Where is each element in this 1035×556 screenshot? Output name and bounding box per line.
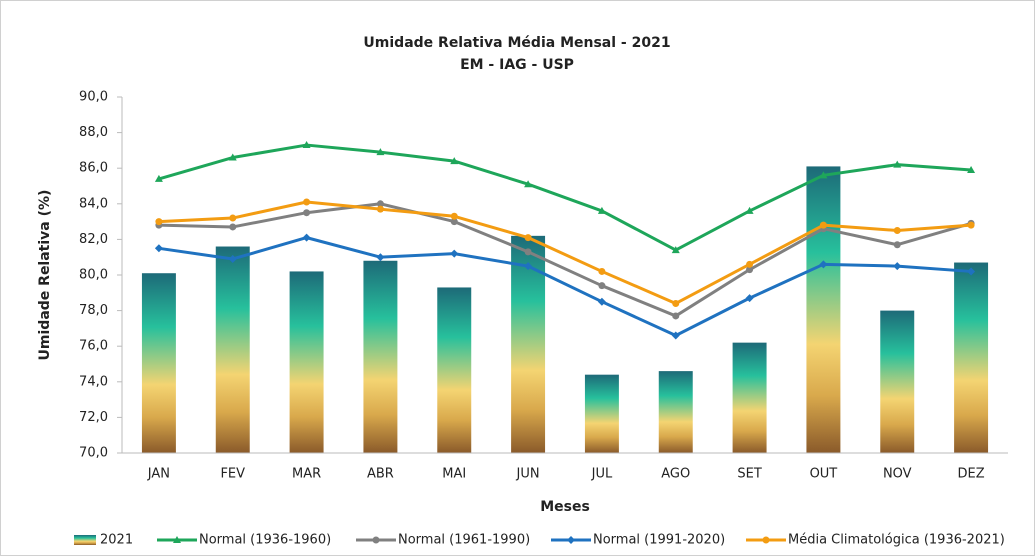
x-tick-label: JUL — [591, 467, 613, 482]
bar — [806, 166, 841, 454]
y-axis-title: Umidade Relativa (%) — [37, 190, 53, 361]
marker — [303, 198, 311, 206]
marker — [746, 260, 754, 268]
marker — [524, 234, 532, 242]
marker — [746, 266, 754, 274]
bar — [289, 271, 324, 453]
line — [158, 200, 972, 305]
marker — [376, 205, 384, 213]
marker — [893, 262, 902, 271]
x-tick-label: MAR — [292, 467, 321, 482]
marker — [376, 200, 384, 208]
legend-swatch — [74, 535, 96, 545]
y-tick-label: 82,0 — [79, 232, 108, 247]
y-tick-label: 90,0 — [79, 90, 108, 105]
legend-marker — [372, 536, 380, 544]
legend-marker — [762, 536, 770, 544]
bar — [954, 262, 989, 453]
marker — [819, 260, 828, 269]
marker — [229, 214, 237, 222]
marker — [376, 253, 385, 262]
marker — [450, 157, 459, 165]
marker — [893, 160, 902, 168]
y-tick-label: 88,0 — [79, 125, 108, 140]
marker — [598, 282, 606, 290]
x-tick-label: JAN — [147, 467, 170, 482]
x-tick-label: JUN — [516, 467, 540, 482]
y-tick-label: 74,0 — [79, 374, 108, 389]
marker — [302, 233, 311, 242]
marker — [819, 221, 827, 229]
legend-label: 2021 — [100, 533, 133, 548]
y-tick-label: 70,0 — [79, 446, 108, 461]
x-tick-label: DEZ — [958, 467, 985, 482]
marker — [598, 267, 606, 275]
x-tick-label: NOV — [883, 467, 912, 482]
bar — [584, 374, 619, 453]
marker — [597, 206, 606, 214]
bar — [732, 342, 767, 453]
x-tick-label: OUT — [810, 467, 838, 482]
bar — [658, 371, 693, 453]
marker — [524, 180, 533, 188]
x-tick-label: ABR — [367, 467, 394, 482]
marker — [303, 209, 311, 217]
x-tick-label: FEV — [220, 467, 245, 482]
y-tick-label: 72,0 — [79, 410, 108, 425]
marker — [524, 248, 532, 256]
marker — [819, 171, 828, 179]
marker — [450, 212, 458, 220]
legend-marker — [173, 536, 181, 543]
marker — [745, 294, 754, 303]
line — [158, 236, 972, 338]
marker — [524, 262, 533, 271]
x-tick-label: MAI — [442, 467, 466, 482]
marker — [302, 141, 311, 149]
marker — [450, 249, 459, 258]
bar — [363, 260, 398, 453]
legend-label: Média Climatológica (1936-2021) — [788, 533, 1005, 548]
marker — [672, 312, 680, 320]
legend-label: Normal (1961-1990) — [398, 533, 530, 548]
marker — [671, 246, 680, 254]
line — [158, 202, 972, 318]
marker — [597, 297, 606, 306]
bar — [880, 310, 915, 453]
bar — [437, 287, 472, 453]
marker — [967, 165, 976, 173]
marker — [228, 153, 237, 161]
x-tick-label: SET — [737, 467, 761, 482]
marker — [228, 254, 237, 263]
legend-label: Normal (1991-2020) — [593, 533, 725, 548]
marker — [450, 218, 458, 226]
y-tick-label: 84,0 — [79, 196, 108, 211]
line — [158, 143, 972, 252]
marker — [893, 241, 901, 249]
legend-label: Normal (1936-1960) — [199, 533, 331, 548]
y-tick-label: 86,0 — [79, 161, 108, 176]
marker — [967, 267, 976, 276]
marker — [671, 331, 680, 340]
marker — [155, 218, 163, 226]
marker — [967, 221, 975, 229]
chart-subtitle: EM - IAG - USP — [460, 57, 574, 73]
bar — [215, 246, 250, 453]
marker — [154, 174, 163, 182]
marker — [672, 299, 680, 307]
marker — [154, 244, 163, 253]
y-tick-label: 80,0 — [79, 268, 108, 283]
marker — [376, 148, 385, 156]
x-tick-label: AGO — [661, 467, 690, 482]
legend-marker — [567, 536, 575, 544]
marker — [745, 206, 754, 214]
y-tick-label: 76,0 — [79, 339, 108, 354]
chart-title: Umidade Relativa Média Mensal - 2021 — [363, 35, 670, 51]
y-tick-label: 78,0 — [79, 303, 108, 318]
bar — [141, 273, 176, 453]
marker — [893, 227, 901, 234]
x-axis-title: Meses — [540, 499, 590, 515]
marker — [229, 223, 237, 231]
